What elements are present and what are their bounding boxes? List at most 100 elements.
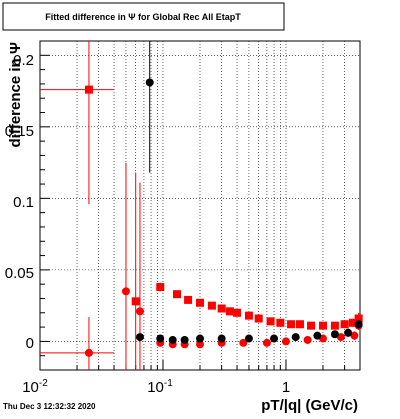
marker-square <box>354 314 363 323</box>
marker-square <box>184 295 193 304</box>
marker-square <box>287 320 296 329</box>
data-point-s0-3 <box>172 290 181 299</box>
data-point-s2-6 <box>217 334 226 343</box>
marker-circle <box>135 333 144 342</box>
data-point-s0-15 <box>295 320 304 329</box>
y-tick-label-2: 0.1 <box>13 194 34 211</box>
data-point-s2-2 <box>156 334 165 343</box>
marker-square <box>217 304 226 313</box>
data-point-s0-4 <box>184 295 193 304</box>
data-point-s0-12 <box>266 317 275 326</box>
data-point-s2-3 <box>168 335 177 344</box>
marker-square <box>233 308 242 317</box>
marker-square <box>266 317 275 326</box>
marker-circle <box>135 307 144 316</box>
x-tick-labels: 10-2 10-1 1 <box>22 378 290 396</box>
data-point-s0-16 <box>307 321 316 330</box>
x-tick-label-2: 1 <box>282 379 290 396</box>
data-point-s0-9 <box>233 308 242 317</box>
y-tick-label-1: 0.05 <box>5 265 34 282</box>
data-point-s1-13 <box>336 333 345 342</box>
marker-circle <box>270 334 279 343</box>
marker-circle <box>196 334 204 343</box>
data-point-s1-14 <box>350 331 359 340</box>
y-tick-label-0: 0 <box>26 335 34 352</box>
data-point-s0-17 <box>318 321 327 330</box>
marker-square <box>244 311 253 320</box>
data-point-s1-9 <box>262 338 271 347</box>
data-point-s0-14 <box>287 320 296 329</box>
marker-square <box>254 314 263 323</box>
marker-circle <box>180 335 189 344</box>
marker-circle <box>121 287 130 296</box>
marker-square <box>318 321 327 330</box>
marker-circle <box>217 334 226 343</box>
marker-square <box>348 318 357 327</box>
data-point-s0-20 <box>348 318 357 328</box>
marker-square <box>307 321 316 330</box>
data-point-s2-13 <box>354 319 363 329</box>
data-points <box>40 41 363 370</box>
grid-lines <box>39 41 361 370</box>
x-axis-title: pT/|q| (GeV/c) <box>261 397 358 414</box>
data-point-s0-0 <box>40 41 115 205</box>
data-point-s0-18 <box>330 321 339 330</box>
data-point-s2-0 <box>145 41 154 173</box>
data-point-s0-1 <box>131 172 140 370</box>
x-tick-label-1: 10-1 <box>147 378 173 396</box>
marker-square <box>131 297 140 306</box>
data-point-s0-5 <box>196 298 204 307</box>
marker-circle <box>156 334 165 343</box>
marker-circle <box>239 338 248 347</box>
data-point-s2-9 <box>291 333 300 342</box>
title-box <box>2 2 285 31</box>
marker-square <box>225 307 234 316</box>
marker-circle <box>350 331 359 340</box>
y-tick-labels: 0 0.05 0.1 0.15 0.2 <box>5 52 34 352</box>
marker-square <box>340 320 349 329</box>
marker-circle <box>262 338 271 347</box>
marker-circle <box>281 337 290 346</box>
data-point-s0-13 <box>276 318 285 327</box>
data-point-s1-11 <box>303 335 312 344</box>
data-point-s2-8 <box>270 334 279 343</box>
marker-circle <box>168 335 177 344</box>
data-point-s2-4 <box>180 335 189 344</box>
marker-circle <box>196 340 204 349</box>
timestamp: Thu Dec 3 12:32:32 2020 <box>3 402 96 411</box>
data-point-s2-5 <box>196 334 204 343</box>
data-point-s1-10 <box>281 337 290 346</box>
marker-square <box>295 320 304 329</box>
marker-square <box>172 290 181 299</box>
y-tick-label-4: 0.2 <box>13 52 34 69</box>
data-point-s1-1 <box>121 162 130 370</box>
data-point-s1-0 <box>40 317 115 370</box>
data-point-s2-7 <box>244 334 253 343</box>
data-point-s0-11 <box>254 314 263 323</box>
data-point-s0-19 <box>340 320 349 329</box>
marker-circle <box>354 320 363 329</box>
marker-circle <box>336 333 345 342</box>
data-point-s0-7 <box>217 304 226 313</box>
marker-square <box>156 283 165 292</box>
data-point-s0-8 <box>225 307 234 316</box>
data-point-s2-1 <box>135 333 144 342</box>
marker-circle <box>244 334 253 343</box>
marker-circle <box>84 348 93 357</box>
marker-circle <box>303 335 312 344</box>
marker-square <box>276 318 285 327</box>
data-point-s2-11 <box>330 330 339 339</box>
marker-square <box>84 85 93 94</box>
data-point-s1-8 <box>239 338 248 347</box>
marker-circle <box>344 328 353 337</box>
marker-circle <box>330 330 339 339</box>
chart-title: Fitted difference in Ψ for Global Rec Al… <box>45 12 241 22</box>
marker-circle <box>291 333 300 342</box>
x-tick-label-0: 10-2 <box>22 378 48 396</box>
data-point-s2-10 <box>313 331 322 340</box>
marker-circle <box>313 331 322 340</box>
marker-square <box>207 301 216 310</box>
y-tick-label-3: 0.15 <box>5 123 34 140</box>
